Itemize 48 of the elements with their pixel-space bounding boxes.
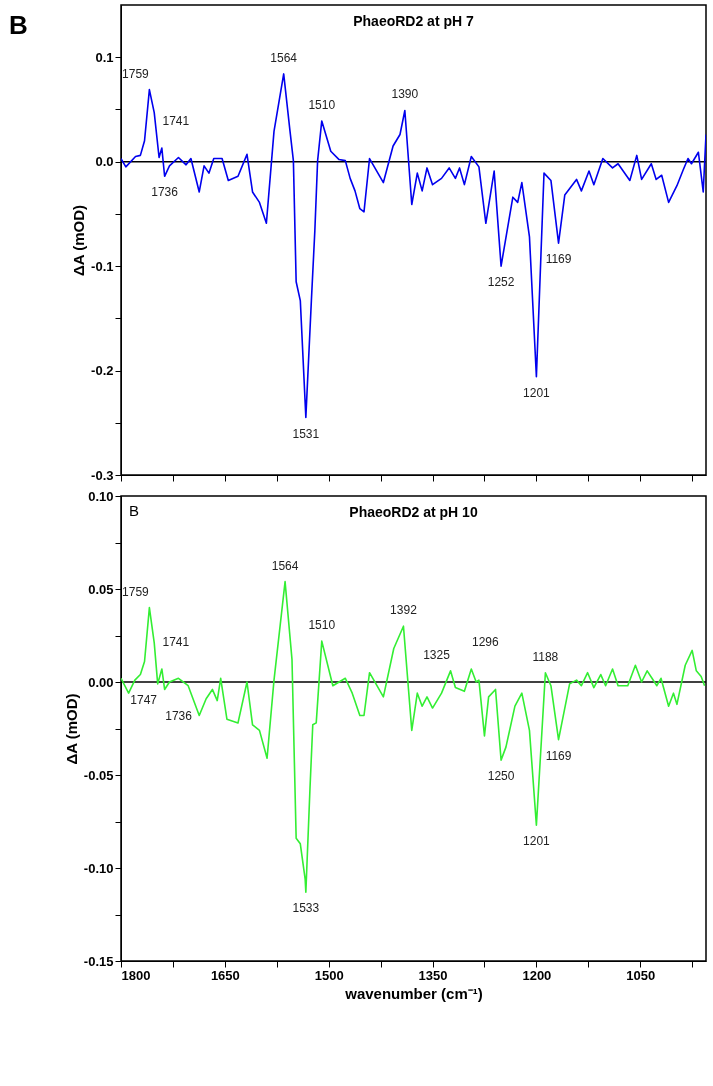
annotation: 1169	[545, 748, 572, 763]
annotation: 1759	[122, 584, 150, 599]
y-tick-label: 0.1	[95, 49, 114, 65]
y-tick-label: -0.15	[83, 953, 114, 969]
y-tick-label: 0.00	[88, 674, 114, 690]
x-tick-label: 1800	[121, 967, 151, 983]
x-tick-label: 1350	[418, 967, 448, 983]
x-axis-title: wavenumber (cm⁻¹)	[344, 984, 483, 1002]
annotation: 1510	[308, 97, 336, 112]
annotation: 1169	[545, 252, 572, 267]
text: PhaeoRD2 at pH 7	[353, 13, 474, 29]
y-axis-title: ΔA (mOD)	[70, 204, 88, 277]
y-axis-title: ΔA (mOD)	[62, 693, 80, 765]
y-tick-label: 0.10	[88, 488, 114, 504]
y-tick-label: 0.05	[88, 581, 114, 597]
annotation: 1201	[523, 385, 551, 400]
text: B	[9, 10, 28, 40]
annotation: 1564	[270, 50, 298, 65]
annotation: 1736	[165, 709, 193, 724]
annotation: 1759	[122, 66, 150, 81]
annotation: 1250	[487, 769, 515, 784]
annotation: 1564	[271, 558, 299, 573]
x-tick-label: 1650	[210, 967, 240, 983]
annotation: 1510	[308, 618, 336, 633]
annotation: 1531	[292, 426, 320, 441]
annotation: 1392	[390, 603, 418, 618]
x-tick-label: 1500	[314, 967, 344, 983]
y-tick-label: -0.3	[91, 467, 114, 483]
annotation: B	[129, 502, 140, 519]
y-tick-label: -0.2	[91, 363, 114, 379]
y-tick-label: 0.0	[95, 154, 114, 170]
annotation: 1741	[162, 114, 190, 129]
y-tick-label: -0.10	[83, 860, 114, 876]
y-tick-label: -0.05	[83, 767, 114, 783]
annotation: 1741	[162, 634, 190, 649]
text: PhaeoRD2 at pH 10	[349, 504, 478, 520]
annotation: 1201	[523, 834, 551, 849]
annotation: 1736	[151, 185, 179, 200]
annotation: 1252	[487, 275, 515, 290]
annotation: 1390	[391, 87, 419, 102]
annotation: 1325	[423, 647, 451, 662]
annotation: 1533	[292, 901, 320, 916]
x-tick-label: 1200	[522, 967, 552, 983]
y-tick-label: -0.1	[91, 258, 114, 274]
annotation: 1296	[471, 634, 499, 649]
annotation: 1747	[130, 692, 158, 707]
x-tick-label: 1050	[626, 967, 656, 983]
annotation: 1188	[532, 649, 559, 664]
